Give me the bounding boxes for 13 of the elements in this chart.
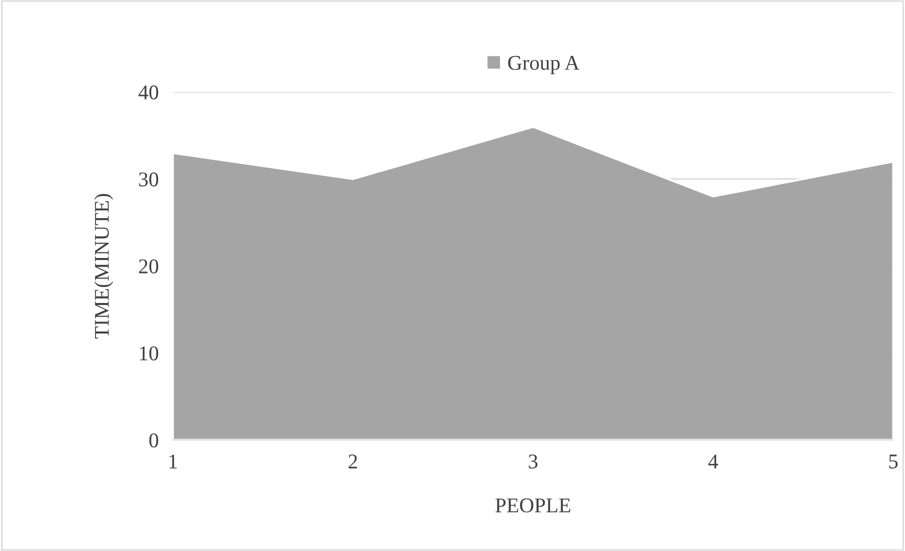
y-tick-label: 0	[149, 433, 158, 448]
y-axis-title: TIME(MINUTE)	[94, 194, 114, 339]
legend-label: Group A	[508, 56, 580, 74]
x-axis-title: PEOPLE	[495, 498, 570, 512]
y-tick-label: 40	[138, 85, 158, 100]
x-tick-label: 3	[528, 454, 538, 469]
y-tick-label: 10	[140, 346, 158, 360]
y-tick-label: 30	[139, 172, 158, 186]
x-tick-label: 5	[889, 454, 898, 469]
x-tick-label: 4	[708, 454, 718, 468]
x-tick-label: 2	[348, 454, 358, 468]
y-tick-label: 20	[139, 259, 158, 274]
x-tick-label: 1	[169, 454, 177, 468]
